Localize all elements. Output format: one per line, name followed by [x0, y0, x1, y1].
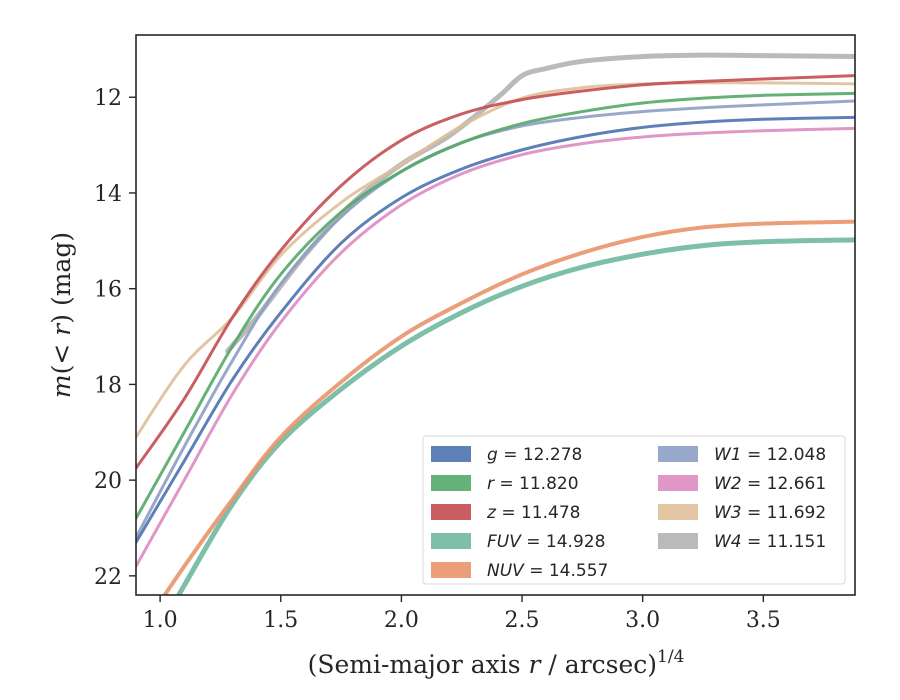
y-axis-label-close: ) (mag) — [47, 232, 76, 324]
legend-swatch-nuv — [431, 562, 471, 578]
legend-series-value: = 11.692 — [742, 503, 827, 523]
x-axis-ticks: 1.0 1.5 2.0 2.5 3.0 3.5 — [143, 595, 781, 633]
series-line-fuv — [175, 237, 855, 595]
series-line-w2 — [136, 126, 855, 568]
x-axis-label-post: / arcsec) — [540, 650, 657, 679]
series-line-nuv — [162, 219, 855, 595]
legend-series-name: W3 — [714, 503, 742, 523]
legend-series-value: = 11.478 — [496, 503, 581, 523]
legend-label-w1: W1 = 12.048 — [714, 445, 826, 465]
legend-label-fuv: FUV = 14.928 — [487, 532, 605, 552]
legend-label-w3: W3 = 11.692 — [714, 503, 826, 523]
legend-frame — [422, 435, 846, 585]
series-line-r — [136, 91, 855, 520]
x-tick-label: 1.0 — [143, 608, 178, 633]
legend-label-nuv: NUV = 14.557 — [487, 561, 608, 581]
legend-series-name: g — [487, 445, 498, 465]
legend-series-name: W4 — [714, 532, 742, 552]
plot-frame — [135, 34, 856, 596]
series-line-w3 — [136, 81, 855, 439]
y-axis-label-r: r — [47, 322, 76, 336]
y-tick-label: 12 — [94, 86, 122, 111]
legend-series-name: FUV — [487, 532, 522, 552]
x-axis-label-pre: (Semi-major axis — [308, 650, 529, 679]
legend-series-value: = 12.278 — [498, 445, 583, 465]
y-axis-ticks: 12 14 16 18 20 22 — [94, 86, 136, 590]
y-axis-label-open: (< — [47, 336, 76, 375]
legend-swatch-w1 — [658, 446, 698, 462]
x-axis-label-superscript: 1/4 — [657, 647, 684, 667]
legend-series-name: r — [487, 474, 495, 494]
legend-series-value: = 11.151 — [742, 532, 827, 552]
x-tick-label: 2.0 — [384, 608, 419, 633]
x-tick-label: 3.5 — [746, 608, 781, 633]
series-line-g — [136, 115, 855, 544]
legend-label-r: r = 11.820 — [487, 474, 579, 494]
series-line-z — [136, 74, 855, 470]
legend-swatch-w4 — [658, 533, 698, 549]
legend-swatch-w3 — [658, 504, 698, 520]
legend-series-name: z — [486, 503, 497, 523]
y-tick-label: 16 — [94, 278, 122, 303]
legend-label-z: z = 11.478 — [486, 503, 580, 523]
series-layer — [136, 52, 855, 595]
legend-series-value: = 11.820 — [494, 474, 579, 494]
legend-series-name: W2 — [714, 474, 742, 494]
legend-label-g: g = 12.278 — [487, 445, 582, 465]
legend-swatch-r — [431, 475, 471, 491]
legend-series-value: = 12.661 — [742, 474, 827, 494]
legend-label-w2: W2 = 12.661 — [714, 474, 826, 494]
legend-swatch-g — [431, 446, 471, 462]
x-tick-label: 3.0 — [625, 608, 660, 633]
y-axis-label-m: m — [47, 374, 76, 398]
x-tick-label: 1.5 — [263, 608, 298, 633]
y-tick-label: 22 — [94, 565, 122, 590]
legend-series-value: = 14.557 — [524, 561, 609, 581]
x-axis-label: (Semi-major axis r / arcsec)1/4 — [308, 647, 685, 679]
legend-series-value: = 12.048 — [742, 445, 827, 465]
y-tick-label: 18 — [94, 373, 122, 398]
y-tick-label: 14 — [94, 182, 122, 207]
legend-swatch-fuv — [431, 533, 471, 549]
y-axis-label: m(< r) (mag) — [47, 232, 76, 398]
legend-series-name: NUV — [487, 561, 525, 581]
x-axis-label-italic: r — [529, 650, 543, 679]
legend-series-name: W1 — [714, 445, 742, 465]
y-tick-label: 20 — [94, 469, 122, 494]
x-tick-label: 2.5 — [505, 608, 540, 633]
legend-swatch-w2 — [658, 475, 698, 491]
legend-swatch-z — [431, 504, 471, 520]
legend-series-value: = 14.928 — [521, 532, 606, 552]
legend-label-w4: W4 = 11.151 — [714, 532, 826, 552]
